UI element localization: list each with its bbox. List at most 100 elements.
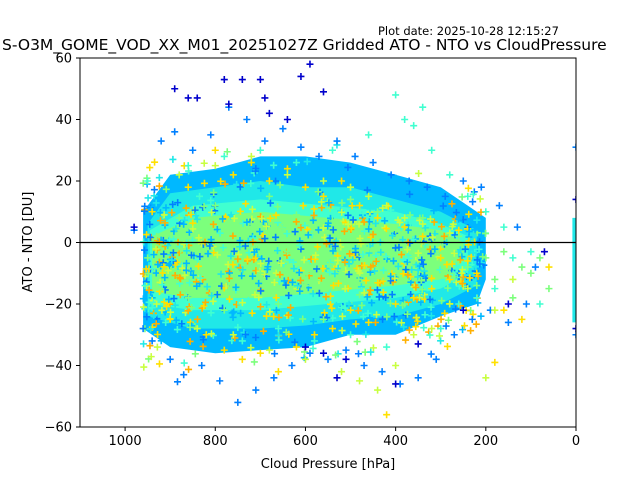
filler-marker [252, 334, 260, 342]
filler-marker [186, 279, 194, 287]
filler-marker [140, 238, 148, 246]
filler-marker [248, 309, 256, 317]
filler-marker [139, 179, 147, 187]
filler-marker [469, 198, 477, 206]
filler-marker [289, 278, 297, 286]
filler-marker [292, 218, 300, 226]
point-extreme-dark-blue [333, 374, 341, 382]
filler-marker [456, 256, 464, 264]
point-dense-core [166, 275, 174, 283]
point-aqua-spread [256, 146, 264, 154]
filler-marker [334, 218, 342, 226]
filler-marker [309, 318, 317, 326]
filler-marker [172, 225, 180, 233]
filler-marker [363, 293, 371, 301]
point-aqua-spread [347, 331, 355, 339]
filler-marker [252, 165, 260, 173]
x-tick-label: 400 [383, 434, 408, 449]
filler-marker [162, 204, 170, 212]
filler-marker [324, 219, 332, 227]
filler-marker [313, 265, 321, 273]
point-yellow-green-spread [365, 192, 373, 200]
filler-marker [362, 330, 370, 338]
filler-marker [320, 309, 328, 317]
point-aqua-spread [464, 192, 472, 200]
filler-marker [278, 224, 286, 232]
filler-marker [172, 316, 180, 324]
point-yellow-green-spread [464, 285, 472, 293]
point-yellow-green-spread [247, 152, 255, 160]
point-yellow-spread [446, 275, 454, 283]
filler-marker [414, 240, 422, 248]
filler-marker [326, 268, 334, 276]
point-outer-blue [171, 128, 179, 136]
filler-marker [287, 219, 295, 227]
filler-marker [185, 228, 193, 236]
filler-marker [476, 238, 484, 246]
filler-marker [404, 226, 412, 234]
filler-marker [357, 240, 365, 248]
filler-marker [399, 270, 407, 278]
filler-marker [149, 299, 157, 307]
filler-marker [282, 328, 290, 336]
filler-marker [391, 274, 399, 282]
point-dense-core [383, 275, 391, 283]
point-dense-core [419, 214, 427, 222]
filler-marker [334, 279, 342, 287]
filler-marker [428, 274, 436, 282]
point-extreme-dark-blue [414, 340, 422, 348]
filler-marker [152, 199, 160, 207]
filler-marker [184, 307, 192, 315]
filler-marker [332, 237, 340, 245]
filler-marker [230, 266, 238, 274]
point-aqua-spread [482, 208, 490, 216]
filler-marker [397, 187, 405, 195]
filler-marker [187, 211, 195, 219]
filler-marker [474, 299, 482, 307]
filler-marker [414, 273, 422, 281]
filler-marker [196, 253, 204, 261]
filler-marker [455, 248, 463, 256]
filler-marker [469, 249, 477, 257]
filler-marker [407, 219, 415, 227]
filler-marker [152, 320, 160, 328]
filler-marker [238, 272, 246, 280]
filler-marker [418, 285, 426, 293]
point-yellow-green-spread [428, 325, 436, 333]
point-extreme-dark-blue [283, 116, 291, 123]
filler-marker [403, 310, 411, 318]
point-outer-blue [450, 331, 458, 339]
filler-marker [155, 174, 163, 182]
filler-marker [213, 251, 221, 259]
point-dense-core [347, 195, 355, 203]
filler-marker [430, 234, 438, 242]
filler-marker [438, 297, 446, 305]
point-outer-blue [234, 398, 242, 406]
filler-marker [141, 246, 149, 254]
filler-marker [351, 245, 359, 253]
filler-marker [283, 230, 291, 238]
filler-marker [225, 295, 233, 303]
filler-marker [440, 232, 448, 240]
point-dense-core [238, 285, 246, 293]
filler-marker [216, 229, 224, 237]
point-yellow-spread [211, 146, 219, 154]
point-aqua-spread [144, 177, 152, 185]
filler-marker [233, 180, 241, 188]
y-tick-label: −40 [45, 359, 72, 374]
filler-marker [193, 215, 201, 223]
point-yellow-spread [310, 331, 318, 339]
filler-marker [397, 251, 405, 259]
filler-marker [149, 265, 157, 273]
filler-marker [258, 302, 266, 310]
filler-marker [342, 304, 350, 312]
point-yellow-spread [473, 269, 481, 277]
filler-marker [458, 269, 466, 277]
point-aqua-spread [184, 162, 192, 170]
filler-marker [249, 272, 257, 280]
filler-marker [338, 208, 346, 216]
filler-marker [258, 255, 266, 263]
filler-marker [353, 338, 361, 346]
point-dense-core [283, 248, 291, 256]
filler-marker [266, 199, 274, 207]
